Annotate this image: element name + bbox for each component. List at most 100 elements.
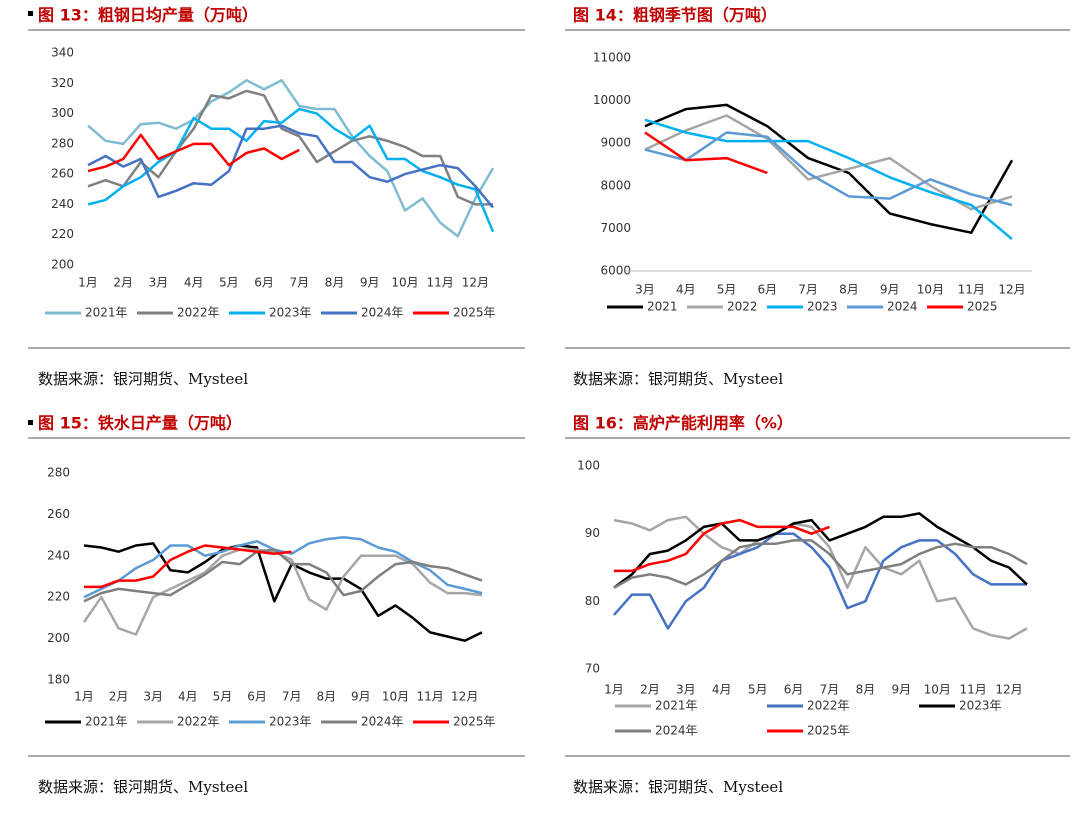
figure-source: 数据来源：银河期货、Mysteel xyxy=(38,370,248,388)
x-tick-label: 11月 xyxy=(416,690,443,704)
x-tick-label: 10月 xyxy=(917,283,944,297)
x-tick-label: 8月 xyxy=(839,283,859,297)
series-line xyxy=(84,544,292,589)
x-tick-label: 11月 xyxy=(958,283,985,297)
y-tick-label: 70 xyxy=(585,662,600,676)
x-tick-label: 5月 xyxy=(219,276,239,290)
series-line xyxy=(613,532,1027,630)
y-tick-label: 80 xyxy=(585,594,600,608)
legend-label: 2022年 xyxy=(177,715,220,729)
legend-label: 2023年 xyxy=(959,699,1002,713)
legend-label: 2021年 xyxy=(85,715,128,729)
legend-label: 2025 xyxy=(967,300,998,314)
series-line xyxy=(83,548,483,603)
x-tick-label: 5月 xyxy=(213,690,233,704)
series-line xyxy=(613,512,1028,589)
y-tick-label: 200 xyxy=(47,631,70,645)
x-tick-label: 9月 xyxy=(880,283,900,297)
x-tick-label: 2月 xyxy=(113,276,133,290)
legend-label: 2021年 xyxy=(85,306,128,320)
x-tick-label: 7月 xyxy=(289,276,309,290)
y-tick-label: 220 xyxy=(51,227,74,241)
legend-label: 2023 xyxy=(807,300,838,314)
figure-source: 数据来源：银河期货、Mysteel xyxy=(573,370,783,388)
bullet xyxy=(28,11,33,16)
y-tick-label: 240 xyxy=(51,197,74,211)
x-tick-label: 1月 xyxy=(74,690,94,704)
x-tick-label: 5月 xyxy=(717,283,737,297)
legend-label: 2021 xyxy=(647,300,678,314)
series-line xyxy=(87,133,300,173)
series-line xyxy=(87,89,493,206)
y-tick-label: 300 xyxy=(51,106,74,120)
x-tick-label: 1月 xyxy=(78,276,98,290)
x-tick-label: 4月 xyxy=(712,683,732,697)
y-tick-label: 280 xyxy=(51,136,74,150)
x-tick-label: 2月 xyxy=(109,690,129,704)
y-tick-label: 280 xyxy=(47,466,70,480)
x-tick-label: 1月 xyxy=(604,683,624,697)
series-line xyxy=(87,107,495,233)
x-tick-label: 10月 xyxy=(382,690,409,704)
figure-title: 图 16：高炉产能利用率（%） xyxy=(573,414,793,433)
y-tick-label: 220 xyxy=(47,590,70,604)
figure-title: 图 13：粗钢日均产量（万吨） xyxy=(38,6,258,25)
y-tick-label: 100 xyxy=(577,459,600,473)
y-tick-label: 90 xyxy=(585,526,600,540)
x-tick-label: 2月 xyxy=(640,683,660,697)
x-tick-label: 8月 xyxy=(325,276,345,290)
y-tick-label: 200 xyxy=(51,258,74,272)
figure-title: 图 15：铁水日产量（万吨） xyxy=(38,414,242,433)
y-tick-label: 8000 xyxy=(600,178,631,192)
legend-label: 2022年 xyxy=(807,699,850,713)
legend-label: 2025年 xyxy=(453,306,496,320)
x-tick-label: 12月 xyxy=(451,690,478,704)
legend-label: 2024年 xyxy=(361,306,404,320)
x-tick-label: 3月 xyxy=(635,283,655,297)
x-tick-label: 12月 xyxy=(995,683,1022,697)
x-tick-label: 10月 xyxy=(924,683,951,697)
series-line xyxy=(83,542,483,642)
legend-label: 2024年 xyxy=(655,724,698,738)
series-line xyxy=(644,103,1014,234)
x-tick-label: 3月 xyxy=(676,683,696,697)
y-tick-label: 340 xyxy=(51,46,74,60)
x-tick-label: 3月 xyxy=(149,276,169,290)
legend-label: 2023年 xyxy=(269,306,312,320)
y-tick-label: 10000 xyxy=(593,93,631,107)
y-tick-label: 9000 xyxy=(600,136,631,150)
x-tick-label: 4月 xyxy=(676,283,696,297)
x-tick-label: 10月 xyxy=(391,276,418,290)
x-tick-label: 6月 xyxy=(784,683,804,697)
series-line xyxy=(644,114,1013,211)
x-tick-label: 11月 xyxy=(959,683,986,697)
y-tick-label: 260 xyxy=(51,167,74,181)
series-line xyxy=(613,539,1028,589)
x-tick-label: 7月 xyxy=(282,690,302,704)
x-tick-label: 6月 xyxy=(247,690,267,704)
legend-label: 2023年 xyxy=(269,715,312,729)
x-tick-label: 11月 xyxy=(427,276,454,290)
series-line xyxy=(644,131,768,175)
series-line xyxy=(644,131,1013,207)
legend-label: 2025年 xyxy=(807,724,850,738)
legend-label: 2021年 xyxy=(655,699,698,713)
x-tick-label: 9月 xyxy=(891,683,911,697)
x-tick-label: 4月 xyxy=(184,276,204,290)
series-line xyxy=(87,124,494,209)
x-tick-label: 3月 xyxy=(143,690,163,704)
x-tick-label: 6月 xyxy=(758,283,778,297)
x-tick-label: 8月 xyxy=(316,690,336,704)
x-tick-label: 12月 xyxy=(462,276,489,290)
x-tick-label: 8月 xyxy=(856,683,876,697)
x-tick-label: 7月 xyxy=(798,283,818,297)
y-tick-label: 11000 xyxy=(593,51,631,65)
legend-label: 2022 xyxy=(727,300,758,314)
y-tick-label: 180 xyxy=(47,673,70,687)
x-tick-label: 9月 xyxy=(360,276,380,290)
y-tick-label: 320 xyxy=(51,76,74,90)
series-line xyxy=(83,535,483,599)
x-tick-label: 12月 xyxy=(998,283,1025,297)
y-tick-label: 260 xyxy=(47,507,70,521)
